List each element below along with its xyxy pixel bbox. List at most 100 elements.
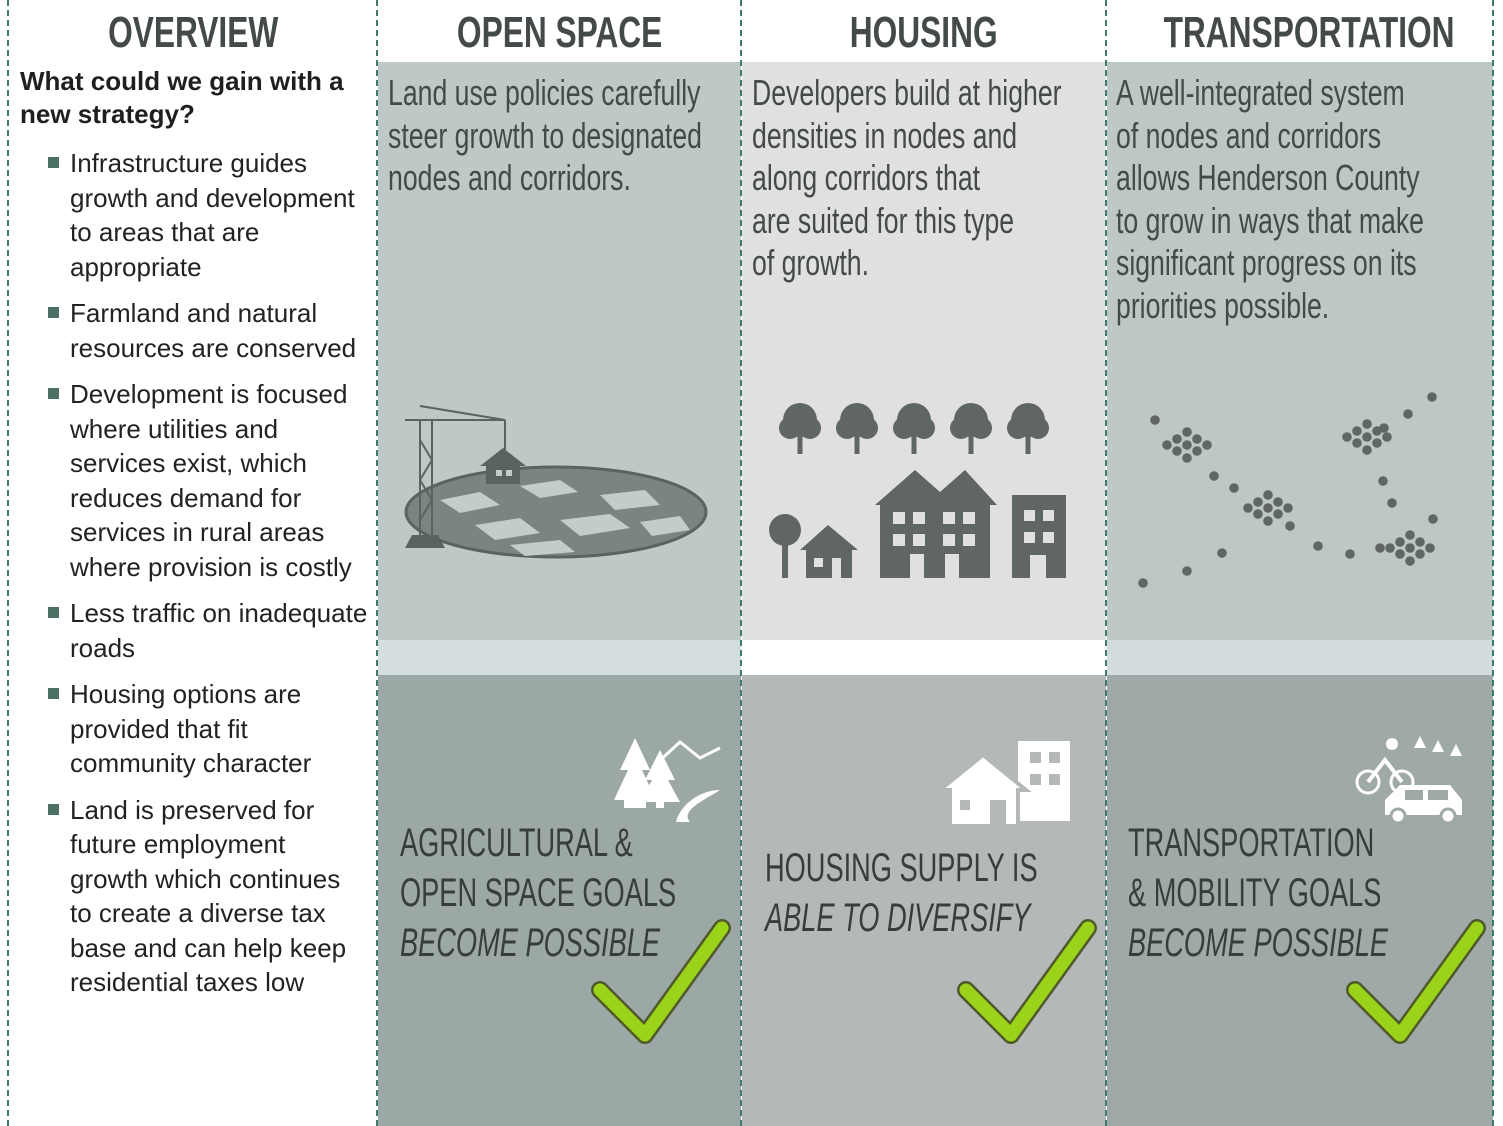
node-dot <box>1253 497 1263 507</box>
node-dot <box>1372 438 1382 448</box>
tree-trunk <box>1026 432 1031 454</box>
icon-part <box>832 558 841 578</box>
icon-part <box>940 755 1026 826</box>
tree-trunk <box>798 432 803 454</box>
icon-part <box>1428 790 1448 800</box>
icon-part <box>910 554 924 578</box>
icon-part <box>506 470 512 476</box>
icon-part <box>420 440 432 460</box>
icon-part <box>943 534 955 546</box>
icon-part <box>1030 752 1041 763</box>
icon-part <box>1391 809 1405 823</box>
node-dot <box>1427 392 1437 402</box>
node-dot <box>1172 446 1182 456</box>
illustrations <box>0 0 1503 1126</box>
icon-part <box>779 403 1049 454</box>
icon-part <box>1405 790 1423 800</box>
node-dot <box>1362 432 1372 442</box>
node-dot <box>1395 537 1405 547</box>
node-dot <box>1263 503 1273 513</box>
icon-part <box>913 534 925 546</box>
node-dot <box>1362 419 1372 429</box>
housing-goal-icon <box>940 741 1070 826</box>
node-dot <box>1385 543 1395 553</box>
icon-part <box>893 512 905 524</box>
node-dot <box>1182 440 1192 450</box>
icon-part <box>782 540 788 578</box>
icon-part <box>1018 741 1070 821</box>
node-dot <box>1209 471 1219 481</box>
icon-part <box>945 554 959 578</box>
node-dot <box>1405 543 1415 553</box>
icon-part <box>676 790 720 822</box>
icon-part <box>1024 532 1035 543</box>
node-dot <box>1415 549 1425 559</box>
node-dot <box>1362 445 1372 455</box>
icon-part <box>1049 774 1060 785</box>
node-dot <box>1162 440 1172 450</box>
node-dot <box>1229 483 1239 493</box>
icon-part <box>480 448 526 484</box>
node-dot <box>1273 509 1283 519</box>
node-dot <box>1387 498 1397 508</box>
icon-part <box>990 800 1006 826</box>
icon-part <box>405 535 445 548</box>
node-dot <box>1192 434 1202 444</box>
icon-part <box>496 470 502 476</box>
icon-part <box>1024 510 1035 521</box>
icon-part <box>800 525 858 578</box>
node-dot <box>1283 503 1293 513</box>
node-dot <box>1182 453 1192 463</box>
node-dot <box>1172 434 1182 444</box>
node-dot <box>1182 566 1192 576</box>
node-dot <box>1217 548 1227 558</box>
node-dot <box>1138 578 1148 588</box>
icon-part <box>963 534 975 546</box>
node-dot <box>1415 537 1425 547</box>
node-dot <box>1263 516 1273 526</box>
icon-part <box>893 534 905 546</box>
node-dot <box>1243 503 1253 513</box>
crane-field-icon <box>405 406 706 557</box>
node-dot <box>1352 426 1362 436</box>
infographic: OVERVIEW OPEN SPACE HOUSING TRANSPORTATI… <box>0 0 1503 1126</box>
icon-part <box>420 460 432 480</box>
icon-part <box>1414 736 1426 748</box>
node-dot <box>1372 426 1382 436</box>
checkmarks <box>600 928 1477 1035</box>
node-dot <box>1253 509 1263 519</box>
node-dot <box>1150 415 1160 425</box>
node-dot <box>1182 427 1192 437</box>
node-dot <box>1345 549 1355 559</box>
tree-trunk <box>855 432 860 454</box>
mobility-icon <box>1357 736 1462 823</box>
node-dot <box>1352 438 1362 448</box>
page: Strategy Overview { "overview": { "title… <box>0 0 1503 1126</box>
housing-icon <box>769 403 1066 578</box>
node-dot <box>1405 556 1415 566</box>
icon-part <box>1043 510 1054 521</box>
node-dot <box>1403 409 1413 419</box>
node-dot <box>1428 514 1438 524</box>
node-dot <box>1378 476 1388 486</box>
icon-part <box>1450 744 1462 756</box>
icon-part <box>963 512 975 524</box>
icon-part <box>1049 752 1060 763</box>
node-dot <box>1395 549 1405 559</box>
icon-part <box>420 406 505 420</box>
icon-part <box>943 512 955 524</box>
icon-part <box>1441 809 1455 823</box>
icon-part <box>1043 532 1054 543</box>
icon-part <box>1030 774 1041 785</box>
icon-part <box>960 800 970 810</box>
icon-part <box>1386 738 1398 750</box>
tree-trunk <box>912 432 917 454</box>
node-dot <box>1202 440 1212 450</box>
node-dot <box>1285 521 1295 531</box>
node-dot <box>1273 497 1283 507</box>
nodes-icon <box>1138 392 1438 588</box>
node-dot <box>1342 432 1352 442</box>
node-dot <box>1405 530 1415 540</box>
tree-trunk <box>969 432 974 454</box>
node-dot <box>1263 490 1273 500</box>
